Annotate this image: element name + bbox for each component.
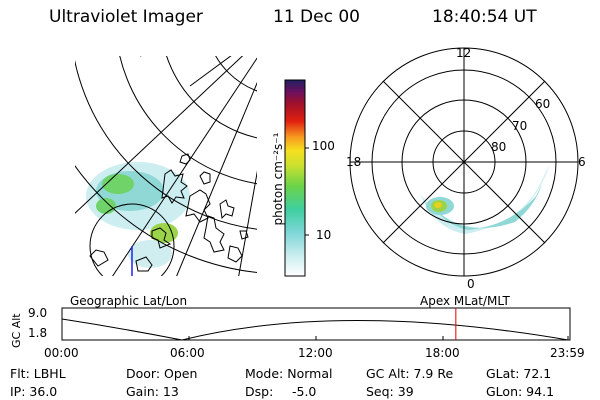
altitude-ytick-max: 9.0 — [28, 306, 48, 320]
polar-plot — [349, 47, 579, 277]
xtick-label-0600: 06:00 — [170, 346, 205, 360]
xtick-label-1800: 18:00 — [425, 346, 460, 360]
aurora-low — [128, 240, 172, 268]
lat-label-80: 80 — [491, 140, 507, 154]
info-filter: Flt: LBHL — [10, 366, 66, 381]
meridian-7 — [189, 56, 232, 87]
xtick-label-1200: 12:00 — [298, 346, 333, 360]
info-dsp: Dsp: — [245, 384, 274, 399]
oval-blob-core — [434, 202, 442, 208]
coastline-11 — [89, 249, 109, 267]
coastline-4 — [219, 199, 235, 220]
altitude-ytick-min: 1.8 — [28, 326, 48, 340]
meridian-3 — [176, 81, 257, 276]
mlt-label-6: 6 — [578, 155, 586, 169]
colorbar-label: photon cm⁻²s⁻¹ — [271, 132, 285, 226]
xtick-label-2359: 23:59 — [550, 346, 585, 360]
info-ip: IP: 36.0 — [10, 384, 58, 399]
oval-mid — [435, 184, 542, 230]
xtick-label-0000: 00:00 — [44, 346, 79, 360]
altitude-curve — [61, 318, 569, 341]
colorbar-gradient — [284, 79, 306, 277]
meridian-4 — [238, 170, 257, 276]
coastline-8 — [179, 153, 191, 165]
altitude-ylabel: GC Alt — [10, 313, 23, 348]
aurora-bright-2 — [96, 198, 116, 214]
info-door: Door: Open — [126, 366, 198, 381]
info-glat: GLat: 72.1 — [486, 366, 552, 381]
coastline-5 — [227, 245, 243, 263]
lat-label-70: 70 — [512, 119, 528, 133]
info-seq: Seq: 39 — [366, 384, 414, 399]
info-gc-alt: GC Alt: 7.9 Re — [366, 366, 454, 381]
lat-circle-2 — [166, 56, 257, 139]
date-label: 11 Dec 00 — [273, 7, 360, 27]
mlt-label-12: 12 — [456, 46, 472, 60]
colorbar-tick-label-10: 10 — [316, 228, 332, 242]
coastline-9 — [199, 171, 211, 185]
coastline-3 — [203, 215, 225, 253]
coastline-10 — [239, 230, 249, 240]
time-label: 18:40:54 UT — [432, 7, 537, 27]
right-panel-label: Apex MLat/MLT — [420, 294, 510, 308]
info-gain: Gain: 13 — [126, 384, 179, 399]
coastline-1 — [161, 169, 188, 204]
altitude-frame — [61, 307, 571, 341]
mlt-line-diag-2 — [382, 80, 546, 244]
lat-circle-1 — [215, 56, 257, 92]
aurora-bright-3 — [150, 223, 178, 243]
meridian-2 — [112, 57, 257, 276]
mlt-label-18: 18 — [346, 155, 362, 169]
left-panel-label: Geographic Lat/Lon — [70, 294, 188, 308]
instrument-title: Ultraviolet Imager — [49, 7, 203, 27]
info-dsp-value: -5.0 — [292, 384, 317, 399]
coastline-7 — [135, 256, 153, 272]
altitude-plot — [61, 307, 571, 341]
coastline-6 — [151, 227, 172, 249]
info-mode: Mode: Normal — [245, 366, 333, 381]
aurora-bright-1 — [102, 174, 134, 194]
meridian-1 — [75, 56, 244, 214]
lat-label-60: 60 — [535, 97, 551, 111]
mlt-label-0: 0 — [467, 277, 475, 291]
info-glon: GLon: 94.1 — [486, 384, 555, 399]
colorbar-tick-label-100: 100 — [312, 139, 335, 153]
geographic-map — [75, 56, 257, 276]
colorbar — [284, 79, 309, 277]
local-circle — [89, 203, 175, 276]
